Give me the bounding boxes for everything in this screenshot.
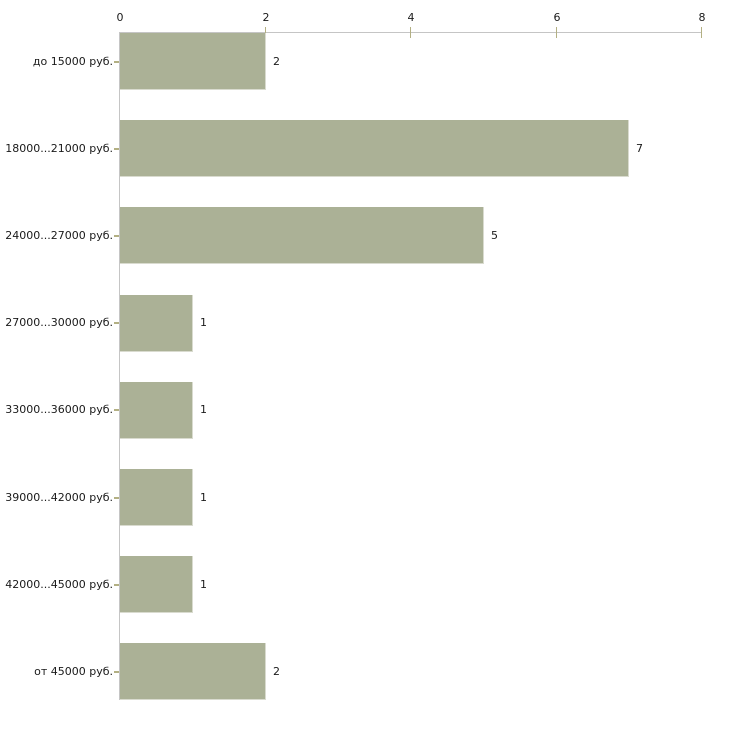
category-label: 18000...21000 руб. xyxy=(5,142,113,155)
category-label: 27000...30000 руб. xyxy=(5,316,113,329)
category-label: 42000...45000 руб. xyxy=(5,578,113,591)
category-tick-mark xyxy=(114,671,119,673)
category-label: 39000...42000 руб. xyxy=(5,491,113,504)
category-tick-mark xyxy=(114,409,119,411)
category-label: до 15000 руб. xyxy=(32,55,113,68)
bar-value-label: 5 xyxy=(491,229,498,242)
bar xyxy=(120,295,193,352)
y-axis-line xyxy=(119,32,120,701)
bar-value-label: 1 xyxy=(200,578,207,591)
bar-value-label: 1 xyxy=(200,403,207,416)
x-axis-line xyxy=(120,32,702,33)
category-label: от 45000 руб. xyxy=(34,665,113,678)
bar xyxy=(120,382,193,439)
x-axis-tick-label: 4 xyxy=(407,11,415,24)
bar xyxy=(120,643,266,700)
category-tick-mark xyxy=(114,584,119,586)
category-tick-mark xyxy=(114,322,119,324)
bar-value-label: 2 xyxy=(273,55,280,68)
bar-value-label: 1 xyxy=(200,316,207,329)
category-tick-mark xyxy=(114,61,119,63)
category-label: 24000...27000 руб. xyxy=(5,229,113,242)
x-axis-tick-mark xyxy=(701,27,702,38)
x-axis-tick-mark xyxy=(410,27,411,38)
bar xyxy=(120,207,484,264)
bar xyxy=(120,120,629,177)
bar xyxy=(120,556,193,613)
x-axis-tick-mark xyxy=(265,27,266,38)
bar-value-label: 1 xyxy=(200,491,207,504)
x-axis-tick-label: 2 xyxy=(262,11,270,24)
bar xyxy=(120,33,266,90)
bar-value-label: 7 xyxy=(636,142,643,155)
bar xyxy=(120,469,193,526)
bar-value-label: 2 xyxy=(273,665,280,678)
x-axis-tick-label: 0 xyxy=(116,11,124,24)
category-label: 33000...36000 руб. xyxy=(5,403,113,416)
category-tick-mark xyxy=(114,497,119,499)
x-axis-tick-label: 8 xyxy=(698,11,706,24)
category-tick-mark xyxy=(114,235,119,237)
x-axis-tick-label: 6 xyxy=(553,11,561,24)
category-tick-mark xyxy=(114,148,119,150)
x-axis-tick-mark xyxy=(556,27,557,38)
